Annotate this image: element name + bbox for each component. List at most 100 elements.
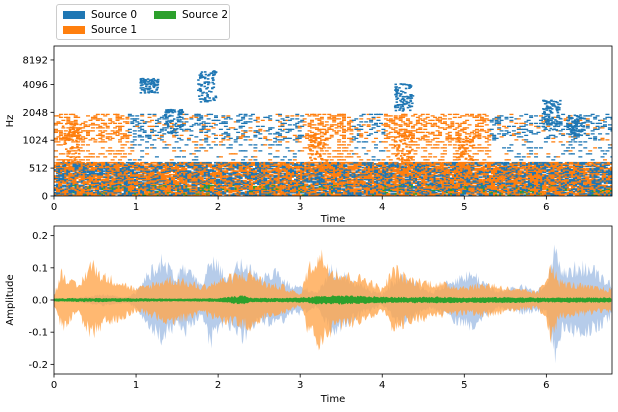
spectrogram-cell	[193, 166, 198, 169]
spectrogram-cell	[404, 189, 409, 192]
spectrogram-cell	[417, 184, 422, 187]
spectrogram-cell	[246, 190, 251, 193]
spectrogram-cell	[386, 189, 391, 192]
spectrogram-cell	[154, 167, 159, 170]
spectrogram-cell	[129, 177, 134, 180]
spectrogram-cell	[507, 193, 512, 195]
spectrogram-cell	[355, 190, 360, 193]
spectrogram-cell	[64, 173, 69, 176]
spectrogram-cell	[480, 172, 485, 175]
spectrogram-cell	[261, 175, 266, 177]
spectrogram-cell	[203, 185, 208, 188]
spectrogram-cell	[183, 169, 188, 171]
spectrogram-cell	[523, 163, 528, 165]
spectrogram-cell	[246, 173, 251, 176]
spectrogram-cell	[248, 178, 253, 181]
spectrogram-cell	[349, 187, 354, 189]
spectrogram-cell	[259, 175, 264, 177]
spectrogram-cell	[97, 163, 102, 165]
spectrogram-cell	[466, 189, 471, 192]
spectrogram-cell	[419, 177, 424, 180]
spectrogram-cell	[330, 176, 335, 178]
spectrogram-cell	[509, 188, 514, 190]
spectrogram-cell	[451, 177, 456, 180]
spectrogram-cell	[333, 184, 337, 187]
spectrogram-cell	[333, 164, 337, 166]
spectrogram-cell	[56, 190, 61, 193]
spectrogram-cell	[76, 171, 81, 174]
spectrogram-cell	[199, 193, 204, 195]
spectrogram-cell	[380, 163, 385, 165]
spectrogram-cell	[66, 184, 71, 187]
spectrogram-cell	[168, 187, 173, 189]
spectrogram-cell	[156, 164, 161, 166]
spectrogram-cell	[275, 179, 280, 182]
spectrogram-cell	[320, 169, 325, 171]
spectrogram-cell	[486, 188, 491, 190]
spectrogram-cell	[162, 194, 167, 196]
spectrogram-cell	[201, 183, 206, 186]
spectrogram-cell	[394, 169, 399, 171]
spectrogram-cell	[107, 176, 112, 178]
spectrogram-cell	[458, 185, 463, 188]
spectrogram-cell	[542, 166, 547, 169]
spectrogram-cell	[125, 176, 130, 178]
spectrogram-cell	[298, 183, 303, 186]
spectrogram-cell	[396, 181, 401, 183]
spectrogram-cell	[136, 175, 141, 177]
spectrogram-cell	[78, 172, 83, 175]
spectrogram-cell	[515, 191, 520, 194]
spectrogram-cell	[511, 176, 516, 178]
spectrogram-cell	[349, 166, 354, 169]
spectrogram-cell	[248, 173, 253, 176]
spectrogram-cell	[158, 177, 163, 180]
spectrogram-cell	[484, 183, 489, 186]
spectrogram-cell	[441, 191, 446, 194]
spectrogram-cell	[273, 163, 278, 165]
spectrogram-cell	[187, 178, 192, 181]
spectrogram-cell	[218, 167, 223, 170]
spectrogram-cell	[82, 169, 87, 171]
spectrogram-cell	[544, 178, 549, 181]
spectrogram-cell	[279, 179, 284, 182]
spectrogram-cell	[185, 179, 190, 182]
spectrogram-cell	[353, 171, 358, 174]
spectrogram-cell	[216, 175, 221, 177]
spectrogram-cell	[142, 179, 147, 182]
spectrogram-cell	[318, 173, 323, 176]
spectrogram-cell	[109, 165, 114, 168]
spectrogram-cell	[211, 188, 216, 190]
spectrogram-cell	[289, 175, 294, 177]
spectrogram-cell	[540, 176, 545, 178]
spectrogram-cell	[218, 163, 223, 165]
spectrogram-cell	[250, 170, 255, 172]
spectrogram-cell	[95, 173, 100, 176]
spectrogram-cell	[164, 175, 169, 177]
spectrogram-cell	[234, 183, 239, 186]
spectrogram-cell	[497, 183, 502, 186]
spectrogram-cell	[437, 182, 442, 184]
spectrogram-cell	[316, 191, 321, 194]
spectrogram-cell	[236, 194, 241, 196]
spectrogram-cell	[279, 163, 284, 165]
spectrogram-cell	[521, 161, 526, 164]
spectrogram-cell	[480, 167, 485, 170]
spectrogram-cell	[294, 181, 299, 183]
spectrogram-cell	[404, 184, 409, 187]
spectrogram-cell	[179, 187, 184, 189]
spectrogram-cell	[337, 170, 342, 172]
spectrogram-cell	[499, 187, 504, 189]
spectrogram-cell	[542, 193, 547, 195]
spectrogram-cell	[185, 172, 190, 175]
spectrogram-cell	[460, 190, 465, 193]
spectrogram-cell	[115, 188, 120, 190]
spectrogram-cell	[345, 171, 350, 174]
spectrogram-cell	[400, 191, 405, 194]
spectrogram-cell	[384, 167, 389, 170]
spectrogram-cell	[164, 170, 169, 172]
spectrogram-cell	[369, 178, 374, 181]
spectrogram-cell	[166, 179, 171, 182]
spectrogram-cell	[246, 182, 251, 184]
spectrogram-cell	[197, 173, 202, 176]
spectrogram-cell	[240, 193, 245, 195]
